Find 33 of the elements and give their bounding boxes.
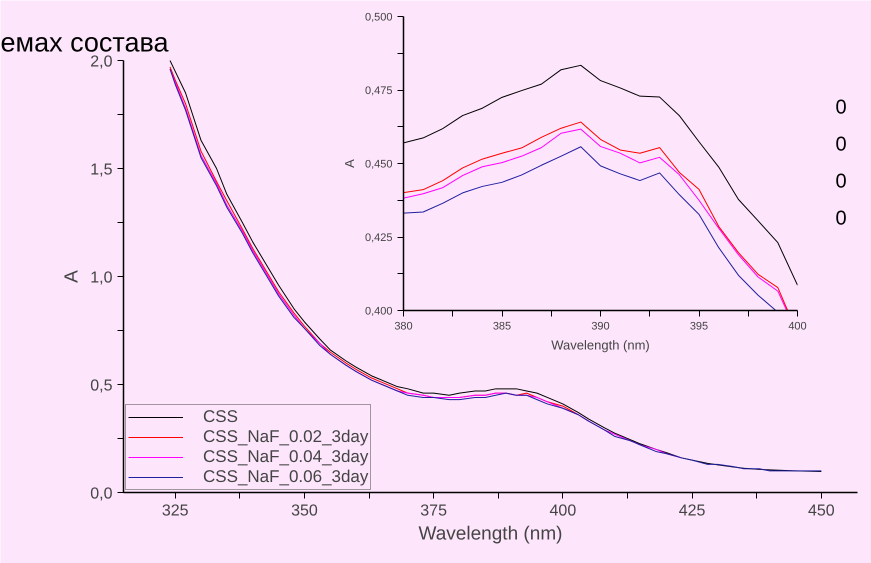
y-tick-label: 1,0 — [90, 270, 113, 286]
y-tick-label: 0,500 — [364, 12, 393, 24]
y-tick-label: 0,425 — [364, 232, 393, 244]
x-tick-label: 390 — [591, 320, 610, 332]
legend-label: CSS — [203, 407, 238, 427]
x-axis-title: Wavelength (nm) — [418, 524, 562, 544]
x-axis-title: Wavelength (nm) — [551, 338, 650, 352]
y-tick-label: 0,0 — [90, 486, 113, 502]
y-tick-label: 0,475 — [364, 85, 393, 97]
annotation: 0 — [836, 208, 847, 230]
x-tick-label: 325 — [162, 502, 189, 520]
x-tick-label: 450 — [808, 502, 835, 520]
annotation: 0 — [836, 170, 847, 192]
y-tick-label: 1,5 — [90, 162, 113, 178]
annotation: 0 — [836, 134, 847, 156]
x-tick-label: 400 — [788, 320, 807, 332]
annotation: 0 — [836, 96, 847, 118]
x-tick-label: 385 — [492, 320, 512, 332]
y-tick-label: 2,0 — [90, 54, 113, 70]
x-tick-label: 350 — [291, 502, 318, 520]
legend-label: CSS_NaF_0.02_3day — [203, 427, 368, 447]
x-tick-label: 395 — [690, 320, 708, 332]
legend-label: CSS_NaF_0.04_3day — [203, 447, 368, 467]
x-tick-label: 375 — [420, 502, 448, 520]
y-axis-title: A — [342, 158, 357, 168]
x-tick-label: 400 — [550, 502, 576, 520]
x-tick-label: 425 — [678, 502, 706, 520]
legend-label: CSS_NaF_0.06_3day — [203, 467, 368, 487]
y-tick-label: 0,450 — [364, 158, 393, 170]
y-axis-title: A — [61, 270, 82, 283]
x-tick-label: 380 — [394, 320, 413, 332]
y-tick-label: 0,400 — [364, 306, 393, 318]
y-tick-label: 0,5 — [90, 378, 113, 394]
